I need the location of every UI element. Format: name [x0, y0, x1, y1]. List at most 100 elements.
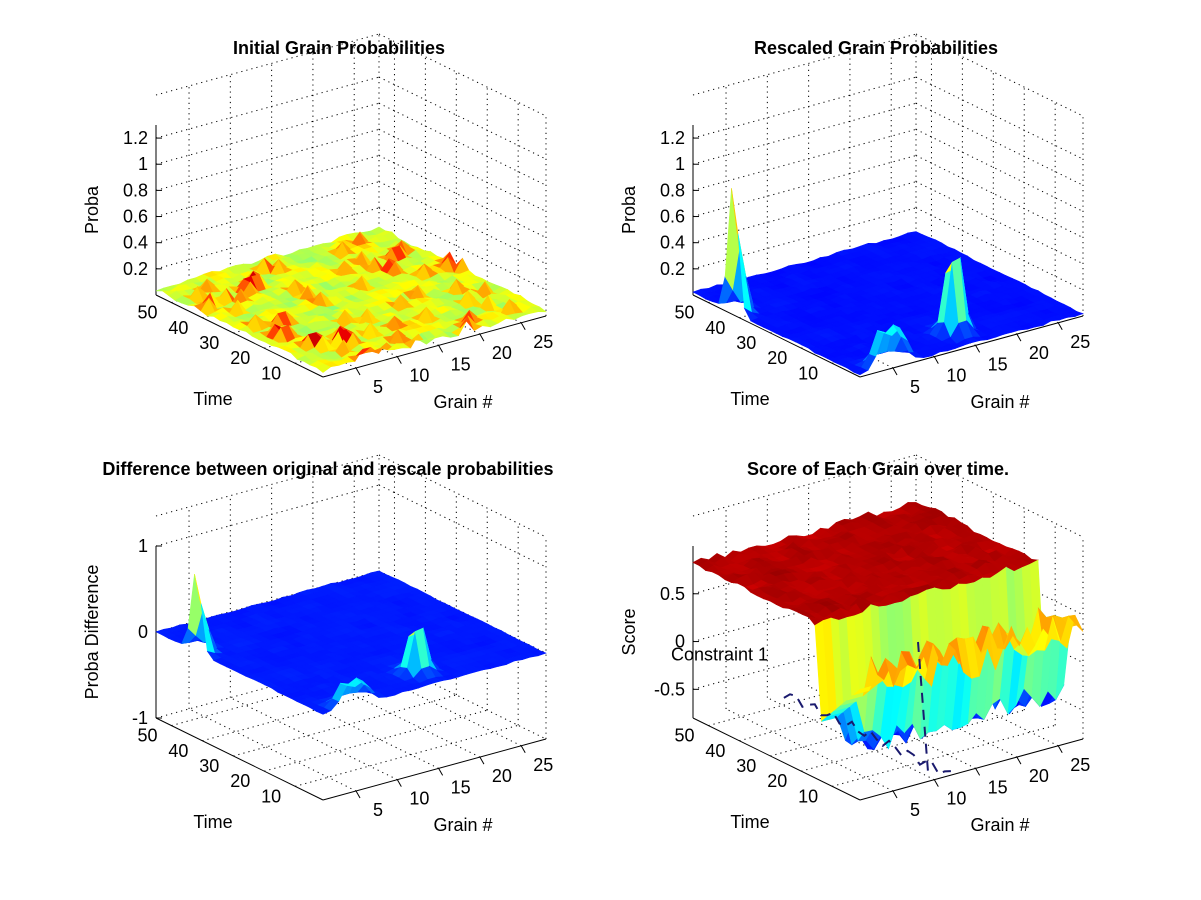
- x-tick-label: 15: [451, 777, 471, 797]
- chart-title: Score of Each Grain over time.: [747, 459, 1009, 479]
- x-tick-label: 10: [409, 789, 429, 809]
- x-tick-label: 15: [988, 354, 1008, 374]
- y-tick-label: 40: [705, 741, 725, 761]
- surface: [692, 502, 1084, 751]
- x-tick-label: 25: [533, 755, 553, 775]
- y-axis-label: Time: [730, 812, 769, 832]
- z-tick-label: 1.2: [660, 128, 685, 148]
- y-tick-label: 10: [261, 363, 281, 383]
- z-tick-label: 1.2: [123, 128, 148, 148]
- panel-p4: Score of Each Grain over time. 5 10 15 20 25 1…: [619, 454, 1090, 835]
- x-tick-label: 5: [910, 800, 920, 820]
- x-tick-label: 15: [988, 777, 1008, 797]
- y-tick-label: 20: [767, 348, 787, 368]
- y-axis-label: Time: [193, 812, 232, 832]
- x-tick-label: 25: [1070, 332, 1090, 352]
- y-tick-label: 50: [674, 303, 694, 323]
- panel-p2: Rescaled Grain Probabilities 5 10 15 20 25 10 2…: [619, 33, 1090, 412]
- y-tick-label: 50: [137, 726, 157, 746]
- z-tick-label: -1: [132, 708, 148, 728]
- y-axis-label: Time: [193, 389, 232, 409]
- z-axis-label: Proba Difference: [82, 565, 102, 700]
- y-tick-label: 20: [767, 771, 787, 791]
- x-tick-label: 20: [492, 766, 512, 786]
- y-tick-label: 50: [137, 303, 157, 323]
- chart-title: Difference between original and rescale …: [102, 459, 553, 479]
- z-tick-label: 0.2: [123, 259, 148, 279]
- x-tick-label: 5: [373, 377, 383, 397]
- y-tick-label: 30: [736, 333, 756, 353]
- x-axis-label: Grain #: [970, 815, 1029, 835]
- y-tick-label: 10: [798, 363, 818, 383]
- y-tick-label: 50: [674, 726, 694, 746]
- x-tick-label: 5: [373, 800, 383, 820]
- surface-patch: [530, 306, 547, 313]
- surface-patch: [1067, 311, 1084, 317]
- y-axis-line: [692, 294, 861, 378]
- x-tick-label: 10: [409, 366, 429, 386]
- z-axis-label: Proba: [619, 185, 639, 234]
- z-tick-label: 0.8: [123, 180, 148, 200]
- y-axis-line: [155, 717, 324, 801]
- y-tick-label: 40: [168, 318, 188, 338]
- z-axis-label: Score: [619, 608, 639, 655]
- y-tick-label: 10: [798, 786, 818, 806]
- grid-lines: [155, 454, 547, 792]
- x-tick-label: 5: [910, 377, 920, 397]
- x-axis-line: [859, 738, 1084, 801]
- y-axis-line: [692, 717, 861, 801]
- z-tick-label: 0.5: [660, 584, 685, 604]
- x-tick-label: 25: [533, 332, 553, 352]
- y-tick-label: 30: [199, 756, 219, 776]
- x-axis-line: [859, 315, 1084, 378]
- z-axis-label: Proba: [82, 185, 102, 234]
- z-tick-label: 0.6: [660, 207, 685, 227]
- y-tick-label: 10: [261, 786, 281, 806]
- x-tick-label: 20: [492, 343, 512, 363]
- z-tick-label: 1: [138, 536, 148, 556]
- x-axis-label: Grain #: [433, 815, 492, 835]
- z-tick-label: 0.8: [660, 180, 685, 200]
- y-tick-label: 20: [230, 348, 250, 368]
- x-tick-label: 10: [946, 789, 966, 809]
- z-tick-label: 0.6: [123, 207, 148, 227]
- x-tick-label: 15: [451, 354, 471, 374]
- x-tick-label: 20: [1029, 766, 1049, 786]
- z-tick-label: 0: [138, 622, 148, 642]
- chart-title: Rescaled Grain Probabilities: [754, 38, 998, 58]
- z-tick-label: 1: [675, 154, 685, 174]
- x-tick-label: 10: [946, 366, 966, 386]
- panel-p3: Difference between original and rescale …: [82, 454, 554, 835]
- z-tick-label: 1: [138, 154, 148, 174]
- y-axis-line: [155, 294, 324, 378]
- constraint-line: [783, 641, 951, 775]
- x-axis-line: [322, 315, 547, 378]
- axes: [155, 125, 547, 378]
- x-tick-label: 20: [1029, 343, 1049, 363]
- x-axis-label: Grain #: [970, 392, 1029, 412]
- chart-title: Initial Grain Probabilities: [233, 38, 445, 58]
- surface-patch: [530, 650, 547, 657]
- panel-p1: Initial Grain Probabilities 5 10 15 20 25 10 20…: [82, 33, 553, 412]
- x-axis-label: Grain #: [433, 392, 492, 412]
- z-tick-label: 0: [675, 632, 685, 652]
- z-tick-label: 0.4: [123, 233, 148, 253]
- y-tick-label: 30: [736, 756, 756, 776]
- annotation-text: Constraint 1: [671, 645, 768, 665]
- x-axis-line: [322, 738, 547, 801]
- surface: [155, 226, 547, 373]
- x-tick-label: 25: [1070, 755, 1090, 775]
- surface: [155, 570, 547, 715]
- y-tick-label: 40: [168, 741, 188, 761]
- y-tick-label: 30: [199, 333, 219, 353]
- surface-patch: [1068, 614, 1084, 632]
- axes: [692, 125, 1084, 378]
- z-tick-label: 0.4: [660, 233, 685, 253]
- z-tick-label: -0.5: [654, 679, 685, 699]
- y-axis-label: Time: [730, 389, 769, 409]
- y-tick-label: 20: [230, 771, 250, 791]
- axes: [692, 546, 1084, 801]
- z-tick-label: 0.2: [660, 259, 685, 279]
- surface: [692, 188, 1084, 376]
